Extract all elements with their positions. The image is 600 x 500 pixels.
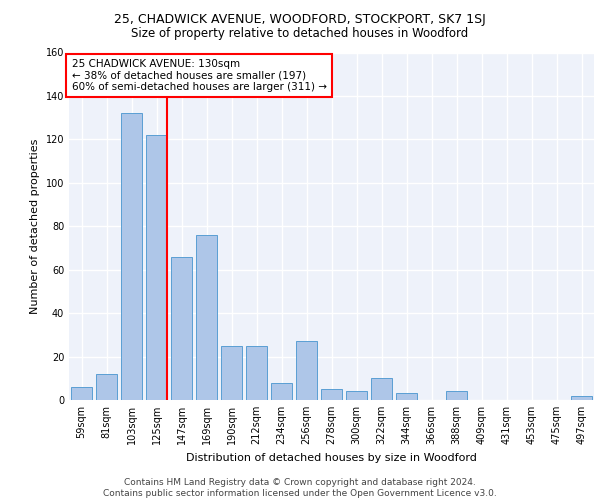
Text: Size of property relative to detached houses in Woodford: Size of property relative to detached ho… [131,28,469,40]
X-axis label: Distribution of detached houses by size in Woodford: Distribution of detached houses by size … [186,452,477,462]
Bar [346,392,367,400]
Bar [296,342,317,400]
Bar [396,394,417,400]
Y-axis label: Number of detached properties: Number of detached properties [30,138,40,314]
Text: 25 CHADWICK AVENUE: 130sqm
← 38% of detached houses are smaller (197)
60% of sem: 25 CHADWICK AVENUE: 130sqm ← 38% of deta… [71,59,326,92]
Bar [196,235,217,400]
Text: 25, CHADWICK AVENUE, WOODFORD, STOCKPORT, SK7 1SJ: 25, CHADWICK AVENUE, WOODFORD, STOCKPORT… [114,12,486,26]
Bar [171,256,192,400]
Bar [571,396,592,400]
Bar [371,378,392,400]
Bar [96,374,117,400]
Bar [121,114,142,400]
Bar [446,392,467,400]
Bar [271,382,292,400]
Bar [321,389,342,400]
Bar [246,346,267,400]
Bar [146,135,167,400]
Bar [71,387,92,400]
Text: Contains HM Land Registry data © Crown copyright and database right 2024.
Contai: Contains HM Land Registry data © Crown c… [103,478,497,498]
Bar [221,346,242,400]
